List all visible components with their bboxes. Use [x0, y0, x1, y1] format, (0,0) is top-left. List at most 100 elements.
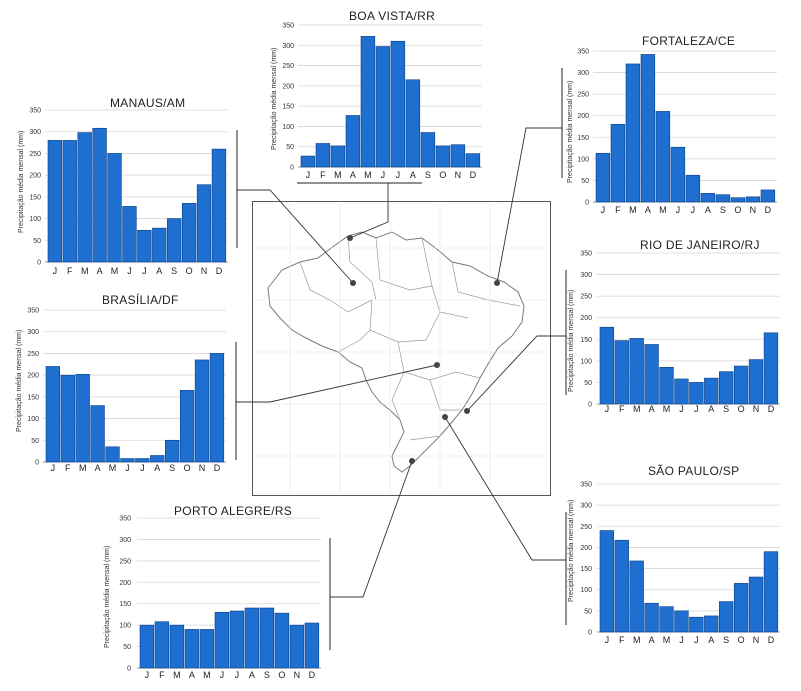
chart-title-porto-alegre: PORTO ALEGRE/RS: [174, 504, 293, 518]
month-label-porto-alegre-2: M: [173, 670, 181, 680]
bar-sao-paulo-5: [674, 610, 689, 633]
y-tick-label-boa-vista: 350: [282, 23, 294, 30]
bar-rio-7: [704, 377, 719, 405]
state-border: [409, 435, 441, 441]
month-label-boa-vista-9: O: [439, 170, 446, 180]
bar-porto-alegre-9: [274, 612, 290, 669]
y-tick-label-boa-vista: 250: [282, 63, 294, 70]
chart-title-manaus: MANAUS/AM: [110, 96, 186, 110]
bar-boa-vista-8: [420, 132, 436, 168]
y-tick-label-rio: 100: [580, 358, 592, 365]
month-label-boa-vista-11: D: [470, 170, 477, 180]
month-label-manaus-7: A: [156, 266, 162, 276]
y-tick-label-manaus: 50: [33, 238, 41, 245]
y-tick-label-manaus: 250: [29, 151, 41, 158]
month-label-fortaleza-1: F: [615, 205, 621, 215]
bar-brasilia-0: [45, 366, 61, 463]
bar-brasilia-5: [120, 458, 135, 463]
bar-sao-paulo-6: [689, 616, 704, 633]
bar-rio-11: [763, 332, 779, 405]
y-tick-label-fortaleza: 100: [577, 156, 589, 163]
bar-manaus-8: [167, 218, 182, 263]
y-tick-label-fortaleza: 150: [577, 135, 589, 142]
month-label-sao-paulo-5: J: [679, 635, 684, 645]
bar-manaus-6: [137, 229, 152, 263]
y-tick-label-sao-paulo: 50: [584, 608, 592, 615]
month-label-fortaleza-5: J: [676, 205, 681, 215]
bar-rio-1: [614, 340, 629, 405]
y-tick-label-sao-paulo: 0: [588, 630, 592, 637]
bar-brasilia-9: [179, 390, 195, 463]
state-border: [391, 371, 405, 421]
y-tick-label-sao-paulo: 150: [580, 566, 592, 573]
month-label-manaus-5: J: [127, 266, 132, 276]
brazil-map-frame: [252, 201, 551, 496]
month-label-rio-10: N: [753, 404, 760, 414]
month-label-boa-vista-8: S: [425, 170, 431, 180]
bar-rio-8: [719, 371, 734, 405]
y-tick-label-porto-alegre: 250: [119, 558, 131, 565]
month-label-rio-5: J: [679, 404, 684, 414]
month-label-porto-alegre-5: J: [220, 670, 225, 680]
bar-sao-paulo-1: [614, 539, 629, 633]
y-tick-label-boa-vista: 100: [282, 124, 294, 131]
bar-fortaleza-7: [700, 193, 716, 203]
month-label-porto-alegre-9: O: [278, 670, 285, 680]
bar-brasilia-4: [105, 446, 120, 463]
bar-boa-vista-9: [435, 145, 451, 168]
y-tick-label-fortaleza: 300: [577, 70, 589, 77]
y-tick-label-porto-alegre: 50: [123, 644, 131, 651]
bar-fortaleza-10: [745, 196, 761, 203]
month-label-fortaleza-6: J: [691, 205, 696, 215]
state-border: [451, 261, 521, 307]
y-tick-label-sao-paulo: 200: [580, 545, 592, 552]
y-tick-label-boa-vista: 150: [282, 104, 294, 111]
month-label-manaus-0: J: [53, 266, 58, 276]
bar-manaus-1: [62, 140, 77, 263]
y-tick-label-boa-vista: 0: [290, 165, 294, 172]
bar-sao-paulo-0: [599, 530, 615, 633]
bar-sao-paulo-11: [763, 551, 779, 633]
month-label-manaus-4: M: [111, 266, 119, 276]
month-label-rio-9: O: [738, 404, 745, 414]
month-label-brasilia-10: N: [199, 463, 206, 473]
bar-brasilia-3: [90, 405, 105, 463]
month-label-sao-paulo-3: A: [649, 635, 655, 645]
bar-porto-alegre-4: [199, 629, 215, 669]
y-tick-label-rio: 300: [580, 272, 592, 279]
month-label-porto-alegre-10: N: [294, 670, 301, 680]
month-label-sao-paulo-1: F: [619, 635, 625, 645]
chart-title-fortaleza: FORTALEZA/CE: [642, 34, 736, 48]
month-label-sao-paulo-0: J: [605, 635, 610, 645]
bar-brasilia-7: [150, 455, 165, 463]
y-tick-label-rio: 150: [580, 337, 592, 344]
chart-title-rio: RIO DE JANEIRO/RJ: [640, 238, 760, 252]
bar-fortaleza-8: [715, 194, 731, 203]
month-label-fortaleza-3: A: [645, 205, 651, 215]
bar-rio-9: [733, 365, 749, 405]
month-label-brasilia-6: J: [140, 463, 145, 473]
month-label-manaus-11: D: [216, 266, 223, 276]
month-label-manaus-1: F: [67, 266, 73, 276]
bar-manaus-9: [181, 203, 197, 263]
month-label-fortaleza-10: N: [750, 205, 757, 215]
y-tick-label-brasilia: 50: [31, 438, 39, 445]
y-tick-label-sao-paulo: 300: [580, 503, 592, 510]
y-tick-label-rio: 0: [588, 402, 592, 409]
bar-fortaleza-9: [730, 197, 746, 203]
month-label-fortaleza-2: M: [629, 205, 637, 215]
bar-sao-paulo-8: [719, 601, 734, 633]
month-label-manaus-10: N: [201, 266, 208, 276]
state-border: [369, 299, 441, 343]
month-label-fortaleza-7: A: [705, 205, 711, 215]
y-tick-label-fortaleza: 250: [577, 92, 589, 99]
month-label-fortaleza-11: D: [765, 205, 772, 215]
month-label-manaus-9: O: [186, 266, 193, 276]
location-dot-rio: [464, 408, 470, 414]
month-label-sao-paulo-2: M: [633, 635, 641, 645]
y-tick-label-fortaleza: 200: [577, 113, 589, 120]
bar-porto-alegre-7: [244, 607, 260, 669]
bar-boa-vista-1: [315, 143, 331, 168]
chart-title-sao-paulo: SÃO PAULO/SP: [648, 464, 740, 478]
